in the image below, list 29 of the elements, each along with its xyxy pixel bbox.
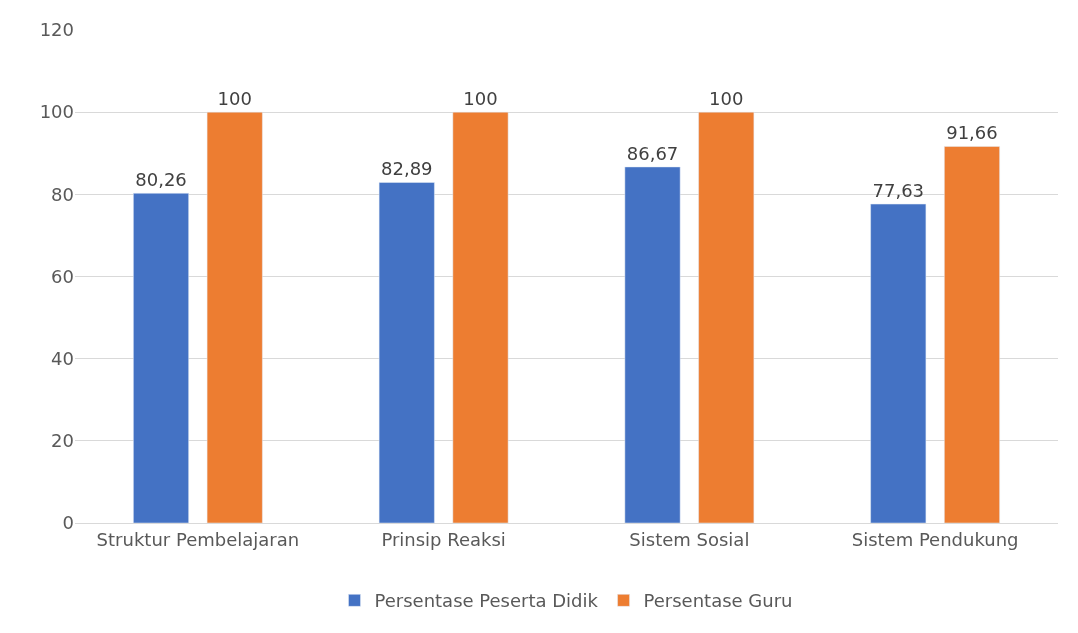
data-label: 100 xyxy=(463,88,498,110)
y-tick-label: 120 xyxy=(39,19,74,41)
bar xyxy=(452,111,509,523)
legend-label: Persentase Guru xyxy=(643,590,793,612)
bar xyxy=(944,146,1000,523)
y-tick-label: 0 xyxy=(62,512,74,534)
x-tick-label: Struktur Pembelajaran xyxy=(96,528,300,550)
x-tick-label: Sistem Pendukung xyxy=(851,528,1019,550)
legend-label: Persentase Peserta Didik xyxy=(374,590,599,612)
bar xyxy=(698,111,755,523)
y-tick-label: 40 xyxy=(51,347,74,369)
data-label: 77,63 xyxy=(872,180,925,202)
data-label: 100 xyxy=(217,88,252,110)
data-label: 100 xyxy=(709,88,744,110)
x-tick-label: Prinsip Reaksi xyxy=(381,528,506,550)
y-tick-label: 100 xyxy=(39,101,74,123)
data-label: 80,26 xyxy=(135,169,187,191)
bar xyxy=(870,203,927,523)
data-label: 82,89 xyxy=(381,158,433,180)
y-tick-label: 80 xyxy=(51,183,74,205)
bar xyxy=(624,166,681,523)
data-label: 86,67 xyxy=(626,142,679,164)
x-tick-label: Sistem Sosial xyxy=(629,528,750,550)
bar xyxy=(133,193,189,523)
y-tick-label: 20 xyxy=(51,430,74,452)
bar xyxy=(206,111,263,523)
bar xyxy=(378,182,435,523)
y-tick-label: 60 xyxy=(51,265,74,287)
data-label: 91,66 xyxy=(946,122,998,144)
